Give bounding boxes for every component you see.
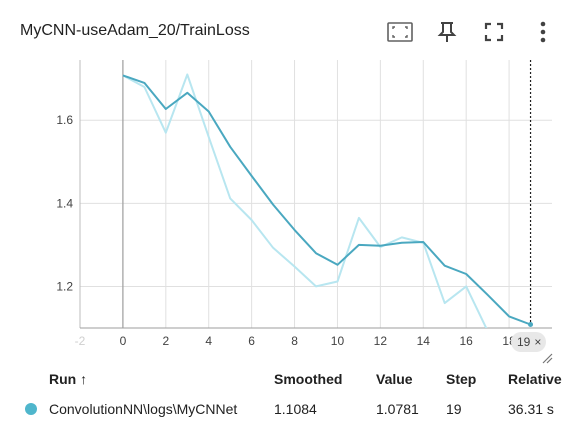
smoothed-series-line — [122, 74, 531, 326]
run-relative: 36.31 s — [508, 401, 554, 417]
card-header: MyCNN-useAdam_20/TrainLoss — [0, 0, 576, 60]
close-icon[interactable]: × — [534, 335, 542, 349]
x-tick-label: -2 — [75, 334, 86, 348]
more-vert-icon — [540, 21, 546, 43]
header-run[interactable]: Run ↑ — [49, 371, 88, 387]
raw-series-line — [122, 73, 488, 328]
card-title: MyCNN-useAdam_20/TrainLoss — [20, 22, 250, 39]
run-color-dot — [25, 403, 37, 415]
run-value: 1.0781 — [376, 401, 419, 417]
hover-step-tag: 19 × — [511, 332, 547, 352]
pin-button[interactable] — [431, 16, 463, 48]
fit-domain-button[interactable] — [384, 16, 416, 48]
x-tick-label: 2 — [162, 334, 169, 348]
run-smoothed-value: 1.1084 — [274, 401, 317, 417]
x-tick-label: 0 — [120, 334, 127, 348]
more-options-button[interactable] — [527, 16, 559, 48]
x-tick-label: 8 — [291, 334, 298, 348]
x-tick-label: 16 — [460, 334, 474, 348]
fullscreen-icon — [484, 22, 504, 42]
hover-step-label: 19 — [517, 335, 531, 349]
y-tick-label: 1.2 — [56, 279, 73, 293]
header-relative[interactable]: Relative — [508, 371, 562, 387]
y-tick-label: 1.4 — [56, 196, 73, 210]
x-tick-label: 12 — [374, 334, 388, 348]
fit-domain-icon — [387, 22, 413, 42]
hover-point — [528, 322, 534, 328]
x-tick-label: 14 — [417, 334, 431, 348]
pin-icon — [437, 22, 457, 42]
resize-handle-icon[interactable] — [541, 352, 553, 364]
chart[interactable]: -2 0 2 4 6 8 10 12 14 16 181.21.41.6 — [0, 52, 576, 358]
y-tick-label: 1.6 — [56, 113, 73, 127]
header-value[interactable]: Value — [376, 371, 413, 387]
x-tick-label: 10 — [331, 334, 345, 348]
run-name: ConvolutionNN\logs\MyCNNet — [49, 401, 238, 417]
fullscreen-button[interactable] — [478, 16, 510, 48]
x-tick-label: 6 — [248, 334, 255, 348]
header-step[interactable]: Step — [446, 371, 477, 387]
x-tick-label: 4 — [205, 334, 212, 348]
run-step: 19 — [446, 401, 462, 417]
header-smoothed[interactable]: Smoothed — [274, 371, 343, 387]
